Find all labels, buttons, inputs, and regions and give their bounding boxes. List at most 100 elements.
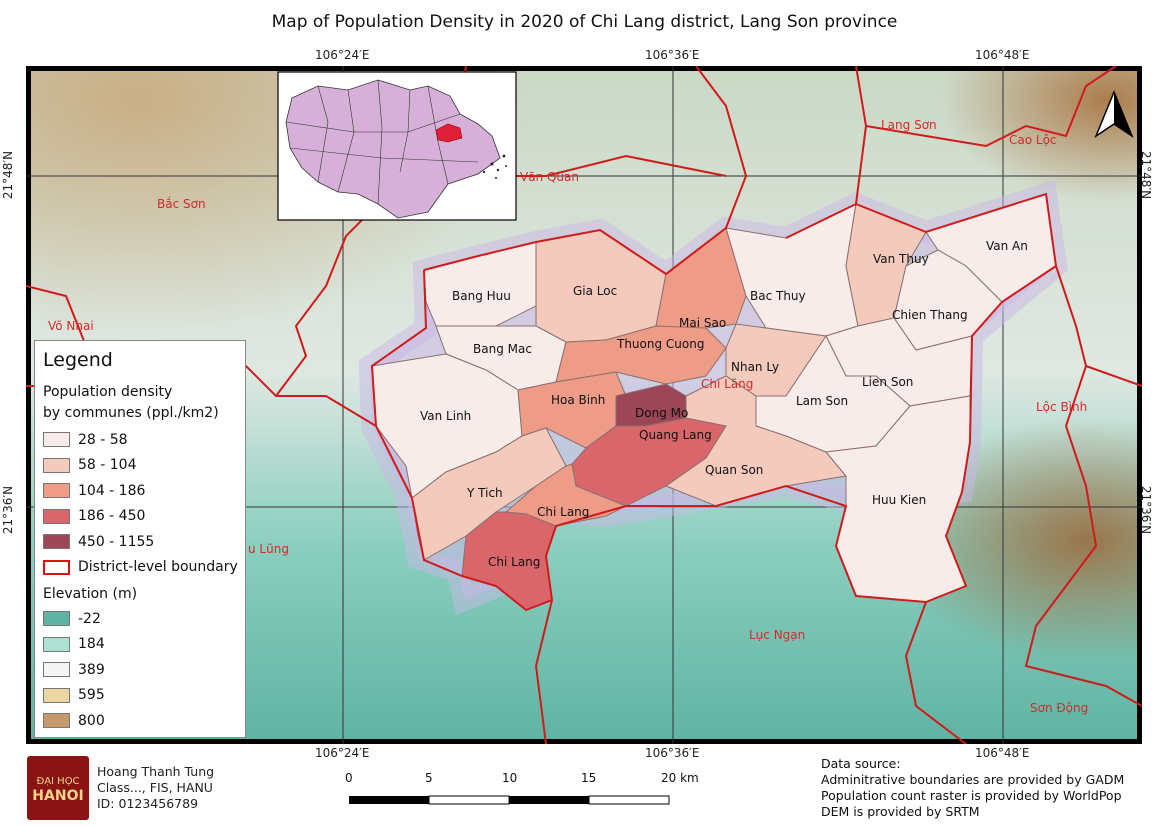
legend: Legend Population density by communes (p… <box>34 340 246 738</box>
label-quang-lang: Quang Lang <box>639 428 712 442</box>
density-class-row: 58 - 104 <box>41 453 239 479</box>
legend-population-heading-2: by communes (ppl./km2) <box>43 405 219 421</box>
frame-top <box>26 66 1142 71</box>
density-class-swatch <box>43 508 70 524</box>
inset-highlight-district <box>435 123 463 143</box>
scale-label-10: 10 <box>502 771 518 785</box>
inset-province-shape <box>285 79 501 219</box>
university-logo: ĐẠI HỌC HANOI <box>27 756 89 820</box>
label-thuong-cuong: Thuong Cuong <box>616 337 704 351</box>
label-chi-lang-north: Chi Lang <box>537 505 589 519</box>
elevation-class-swatch <box>43 636 70 652</box>
district-boundaries <box>26 66 1142 744</box>
legend-boundary-label: District-level boundary <box>78 559 238 576</box>
legend-title: Legend <box>43 349 113 371</box>
label-quan-son: Quan Son <box>705 463 763 477</box>
elevation-class-label: -22 <box>78 610 101 627</box>
label-dong-mo: Dong Mo <box>635 406 688 420</box>
author-id: ID: 0123456789 <box>97 796 199 811</box>
logo-text-top: ĐẠI HỌC <box>36 776 80 787</box>
label-bang-mac: Bang Mac <box>473 342 532 356</box>
page-title: Map of Population Density in 2020 of Chi… <box>271 12 898 32</box>
label-gia-loc: Gia Loc <box>573 284 617 298</box>
density-class-swatch <box>43 483 70 499</box>
sources-line-2: Population count raster is provided by W… <box>821 788 1122 803</box>
place-loc-binh: Lộc Bình <box>1036 400 1087 414</box>
label-chien-thang: Chien Thang <box>892 308 968 322</box>
label-lam-son: Lam Son <box>796 394 848 408</box>
sources-heading: Data source: <box>821 756 901 771</box>
label-chi-lang-south: Chi Lang <box>488 555 540 569</box>
legend-elevation-heading: Elevation (m) <box>43 586 138 602</box>
density-class-row: 104 - 186 <box>41 478 239 504</box>
elevation-class-label: 389 <box>78 661 105 678</box>
coord-top-2: 106°36′E <box>645 48 700 62</box>
place-huu-lung: u Lũng <box>248 542 289 556</box>
author-block: Hoang Thanh Tung Class..., FIS, HANU ID:… <box>97 764 214 812</box>
scale-label-15: 15 <box>581 771 597 785</box>
elevation-class-swatch <box>43 713 70 729</box>
density-class-swatch <box>43 457 70 473</box>
elevation-class-label: 800 <box>78 712 105 729</box>
elevation-class-swatch <box>43 611 70 627</box>
elevation-class-row: -22 <box>41 606 239 632</box>
label-nhan-ly: Nhan Ly <box>731 360 779 374</box>
density-class-label: 58 - 104 <box>78 457 137 474</box>
elevation-class-row: 800 <box>41 708 239 734</box>
scale-bar: 0 5 10 15 20 km <box>340 771 720 811</box>
coord-bottom-3: 106°48′E <box>975 746 1030 760</box>
density-class-swatch <box>43 432 70 448</box>
legend-boundary-row: District-level boundary <box>41 555 239 581</box>
scale-label-20: 20 km <box>661 771 699 785</box>
sources-line-1: Adminitrative boundaries are provided by… <box>821 772 1125 787</box>
density-class-row: 450 - 1155 <box>41 529 239 555</box>
elevation-class-row: 389 <box>41 657 239 683</box>
place-lang-son: Lạng Sơn <box>881 118 937 132</box>
density-class-row: 186 - 450 <box>41 504 239 530</box>
place-son-dong: Sơn Động <box>1030 701 1088 715</box>
frame-bottom <box>26 739 1142 744</box>
data-sources: Data source: Adminitrative boundaries ar… <box>821 756 1124 820</box>
legend-population-heading-1: Population density <box>43 384 173 400</box>
scale-label-0: 0 <box>345 771 353 785</box>
elevation-class-label: 595 <box>78 687 105 704</box>
density-class-label: 28 - 58 <box>78 431 128 448</box>
frame-left <box>26 66 31 744</box>
place-cao-loc: Cao Lộc <box>1009 133 1057 147</box>
label-mai-sao: Mai Sao <box>679 316 726 330</box>
place-bac-son: Bắc Sơn <box>157 197 206 211</box>
coord-left-2: 21°36′N <box>1 485 16 535</box>
density-class-swatch <box>43 534 70 550</box>
frame-right <box>1137 66 1142 744</box>
commune-quan-son[interactable] <box>664 375 847 507</box>
elevation-class-label: 184 <box>78 636 105 653</box>
scale-label-5: 5 <box>425 771 433 785</box>
coord-bottom-1: 106°24′E <box>315 746 370 760</box>
boundary-swatch <box>43 559 70 575</box>
author-name: Hoang Thanh Tung <box>97 764 215 779</box>
density-class-label: 104 - 186 <box>78 482 146 499</box>
label-lien-son: Lien Son <box>862 375 913 389</box>
label-bac-thuy: Bac Thuy <box>750 289 806 303</box>
elevation-class-swatch <box>43 662 70 678</box>
label-bang-huu: Bang Huu <box>452 289 511 303</box>
place-chi-lang-district: Chi Lăng <box>701 377 753 391</box>
inset-map <box>277 71 517 221</box>
density-class-label: 450 - 1155 <box>78 533 155 550</box>
label-van-linh: Van Linh <box>420 409 471 423</box>
label-van-an: Van An <box>986 239 1028 253</box>
label-huu-kien: Huu Kien <box>872 493 926 507</box>
label-hoa-binh: Hoa Binh <box>551 393 605 407</box>
north-arrow-icon <box>1094 90 1134 138</box>
commune-layer <box>371 193 1057 611</box>
label-y-tich: Y Tich <box>466 486 503 500</box>
place-luc-ngan: Lục Ngạn <box>749 628 805 642</box>
scale-bar-graphic <box>349 795 670 805</box>
coord-left-1: 21°48′N <box>1 150 16 200</box>
coord-bottom-2: 106°36′E <box>645 746 700 760</box>
author-class: Class..., FIS, HANU <box>97 780 213 795</box>
density-class-row: 28 - 58 <box>41 427 239 453</box>
elevation-class-row: 184 <box>41 632 239 658</box>
coord-top-3: 106°48′E <box>975 48 1030 62</box>
density-class-label: 186 - 450 <box>78 508 146 525</box>
